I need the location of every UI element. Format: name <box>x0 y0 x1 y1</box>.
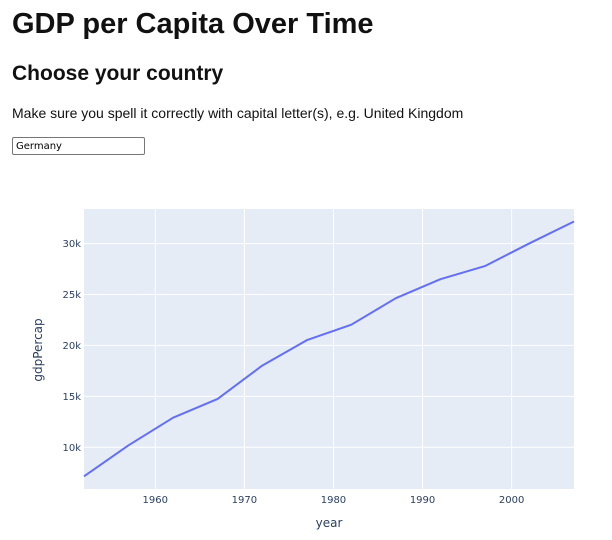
country-input[interactable] <box>12 137 145 155</box>
data-point <box>215 396 221 402</box>
data-point <box>571 219 577 225</box>
data-point <box>126 442 132 448</box>
x-tick-label: 1960 <box>143 495 168 506</box>
y-tick-label: 15k <box>62 392 81 403</box>
y-tick-label: 25k <box>62 290 81 301</box>
gdp-line-chart[interactable]: 1960 1970 1980 1990 2000 10k 15k 20k 25k 30k yea… <box>0 190 612 540</box>
y-axis-title: gdpPercap <box>31 318 45 381</box>
section-heading: Choose your country <box>12 62 224 85</box>
x-tick-label: 1970 <box>232 495 257 506</box>
y-tick-label: 20k <box>62 341 81 352</box>
instruction-text: Make sure you spell it correctly with ca… <box>12 105 464 121</box>
data-point <box>81 473 87 479</box>
x-tick-label: 1990 <box>410 495 435 506</box>
data-point <box>527 240 533 246</box>
data-point <box>482 263 488 269</box>
y-tick-label: 10k <box>62 443 81 454</box>
x-axis-title: year <box>316 516 343 530</box>
x-axis-ticks: 1960 1970 1980 1990 2000 <box>143 495 525 506</box>
data-point <box>170 415 176 421</box>
data-point <box>437 276 443 282</box>
x-tick-label: 1980 <box>321 495 346 506</box>
data-point <box>393 295 399 301</box>
data-point <box>304 337 310 343</box>
y-tick-label: 30k <box>62 239 81 250</box>
data-point <box>259 363 265 369</box>
x-tick-label: 2000 <box>499 495 524 506</box>
x-gridlines <box>154 209 513 489</box>
page-title: GDP per Capita Over Time <box>12 8 374 40</box>
data-point <box>348 322 354 328</box>
plot-area[interactable] <box>84 209 574 489</box>
y-axis-ticks: 10k 15k 20k 25k 30k <box>62 239 81 454</box>
y-gridlines <box>84 243 574 448</box>
gdp-series-line[interactable] <box>83 220 575 478</box>
